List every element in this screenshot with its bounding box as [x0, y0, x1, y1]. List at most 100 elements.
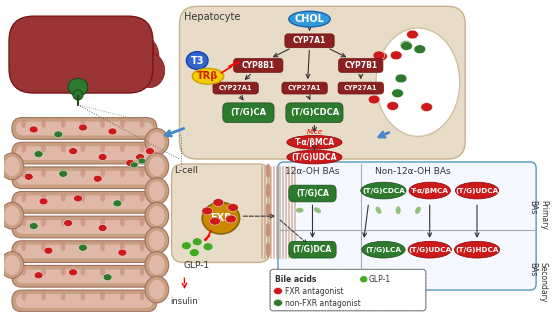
Ellipse shape: [228, 203, 239, 211]
Ellipse shape: [74, 195, 83, 202]
Ellipse shape: [266, 203, 270, 217]
Ellipse shape: [21, 169, 26, 177]
Ellipse shape: [60, 144, 65, 153]
Text: CYP7A1: CYP7A1: [293, 36, 326, 45]
Ellipse shape: [266, 184, 270, 198]
Ellipse shape: [41, 119, 46, 128]
Ellipse shape: [149, 132, 165, 152]
Ellipse shape: [202, 207, 213, 215]
Ellipse shape: [274, 288, 282, 295]
Ellipse shape: [202, 202, 240, 234]
Text: Mice
only: Mice only: [306, 129, 322, 142]
Ellipse shape: [41, 218, 46, 226]
Text: (T/G)UDCA: (T/G)UDCA: [292, 152, 337, 162]
FancyBboxPatch shape: [171, 164, 270, 262]
Ellipse shape: [138, 158, 146, 164]
Ellipse shape: [100, 144, 105, 153]
Ellipse shape: [266, 243, 270, 256]
Ellipse shape: [21, 242, 26, 251]
Text: FXR: FXR: [210, 213, 231, 223]
Ellipse shape: [266, 203, 270, 217]
Ellipse shape: [266, 243, 270, 256]
Ellipse shape: [376, 28, 460, 136]
Ellipse shape: [39, 198, 48, 205]
Ellipse shape: [266, 223, 270, 237]
Ellipse shape: [266, 184, 270, 198]
Ellipse shape: [266, 184, 270, 198]
FancyBboxPatch shape: [12, 117, 157, 139]
FancyBboxPatch shape: [12, 290, 157, 312]
Ellipse shape: [266, 243, 270, 256]
Ellipse shape: [415, 207, 421, 214]
Ellipse shape: [103, 274, 112, 281]
Text: GLP-1: GLP-1: [183, 261, 209, 270]
Text: T-α/βMCA: T-α/βMCA: [294, 138, 335, 147]
Ellipse shape: [266, 243, 270, 256]
Ellipse shape: [4, 206, 20, 226]
Ellipse shape: [80, 292, 85, 301]
Ellipse shape: [34, 151, 43, 158]
Ellipse shape: [408, 241, 451, 258]
FancyBboxPatch shape: [338, 82, 384, 94]
Ellipse shape: [266, 203, 270, 217]
Ellipse shape: [266, 164, 270, 178]
Ellipse shape: [361, 182, 406, 199]
Text: Bile acids: Bile acids: [275, 275, 316, 284]
Text: CHOL: CHOL: [295, 14, 325, 24]
Text: (T/G)CDCA: (T/G)CDCA: [362, 187, 405, 193]
Ellipse shape: [64, 220, 73, 226]
Ellipse shape: [100, 242, 105, 251]
FancyBboxPatch shape: [12, 241, 157, 262]
FancyBboxPatch shape: [16, 196, 153, 209]
Ellipse shape: [78, 124, 87, 131]
Ellipse shape: [44, 247, 53, 254]
Ellipse shape: [0, 202, 24, 229]
Ellipse shape: [192, 238, 202, 246]
Text: 12α-OH BAs: 12α-OH BAs: [285, 167, 340, 176]
Ellipse shape: [455, 241, 500, 258]
Ellipse shape: [362, 241, 405, 258]
Ellipse shape: [145, 252, 169, 278]
Ellipse shape: [80, 119, 85, 128]
Ellipse shape: [93, 175, 102, 182]
Text: Hepatocyte: Hepatocyte: [184, 12, 241, 22]
Ellipse shape: [266, 223, 270, 237]
Ellipse shape: [387, 101, 398, 111]
Ellipse shape: [266, 164, 270, 178]
Text: Primary
BAs: Primary BAs: [528, 200, 548, 230]
Ellipse shape: [21, 193, 26, 202]
Ellipse shape: [120, 242, 125, 251]
FancyBboxPatch shape: [16, 220, 153, 234]
Ellipse shape: [396, 206, 401, 214]
Ellipse shape: [266, 184, 270, 198]
FancyBboxPatch shape: [282, 82, 327, 94]
Ellipse shape: [266, 164, 270, 178]
FancyBboxPatch shape: [234, 59, 283, 72]
Ellipse shape: [266, 164, 270, 178]
Ellipse shape: [120, 193, 125, 202]
Ellipse shape: [266, 203, 270, 217]
FancyBboxPatch shape: [12, 142, 157, 164]
Ellipse shape: [266, 203, 270, 217]
Ellipse shape: [0, 252, 24, 278]
Ellipse shape: [395, 74, 407, 83]
Text: GLP-1: GLP-1: [369, 275, 391, 284]
Ellipse shape: [407, 30, 418, 39]
Ellipse shape: [266, 203, 270, 217]
Ellipse shape: [0, 153, 24, 180]
Text: (T/G)LCA: (T/G)LCA: [365, 247, 401, 253]
Ellipse shape: [139, 218, 144, 226]
FancyBboxPatch shape: [223, 103, 274, 123]
Text: (T/G)UDCA: (T/G)UDCA: [408, 247, 451, 253]
FancyBboxPatch shape: [285, 34, 334, 48]
Ellipse shape: [287, 135, 342, 149]
Text: CYP7B1: CYP7B1: [344, 61, 377, 70]
Ellipse shape: [60, 267, 65, 276]
Ellipse shape: [392, 89, 403, 98]
Ellipse shape: [60, 193, 65, 202]
Ellipse shape: [421, 103, 432, 112]
Ellipse shape: [41, 292, 46, 301]
Ellipse shape: [60, 169, 65, 177]
FancyBboxPatch shape: [16, 171, 153, 185]
Text: CYP27A1: CYP27A1: [288, 85, 321, 91]
